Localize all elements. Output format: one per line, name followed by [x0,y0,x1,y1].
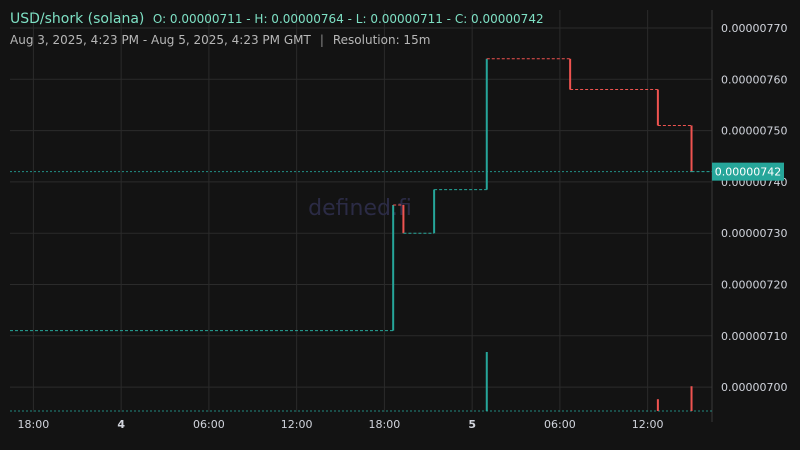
x-tick-label: 06:00 [193,418,225,431]
x-tick-label: 12:00 [632,418,664,431]
y-tick-label: 0.00000750 [721,125,787,138]
x-tick-label: 5 [468,418,476,431]
y-tick-label: 0.00000720 [721,279,787,292]
y-tick-label: 0.00000700 [721,381,787,394]
y-tick-label: 0.00000760 [721,73,787,86]
last-price-label: 0.00000742 [715,166,781,179]
x-tick-label: 12:00 [281,418,313,431]
resolution-label: Resolution: 15m [332,33,431,47]
x-tick-label: 18:00 [18,418,50,431]
volume-bar [690,386,693,411]
volume-bar [485,352,488,411]
date-range-label: Aug 3, 2025, 4:23 PM - Aug 5, 2025, 4:23… [10,33,311,47]
y-tick-label: 0.00000770 [721,22,787,35]
chart-header: USD/shork (solana) O: 0.00000711 - H: 0.… [10,11,544,27]
ohlc-readout: O: 0.00000711 - H: 0.00000764 - L: 0.000… [152,12,544,26]
x-tick-label: 4 [117,418,125,431]
watermark: defined.fi [308,196,412,221]
chart-subheader: Aug 3, 2025, 4:23 PM - Aug 5, 2025, 4:23… [10,33,430,47]
x-tick-label: 06:00 [544,418,576,431]
y-tick-label: 0.00000710 [721,330,787,343]
symbol-label: USD/shork (solana) [10,11,145,27]
x-tick-label: 18:00 [369,418,401,431]
separator: | [319,33,324,47]
y-tick-label: 0.00000730 [721,227,787,240]
volume-bar [656,399,659,411]
last-price-badge [712,162,784,181]
